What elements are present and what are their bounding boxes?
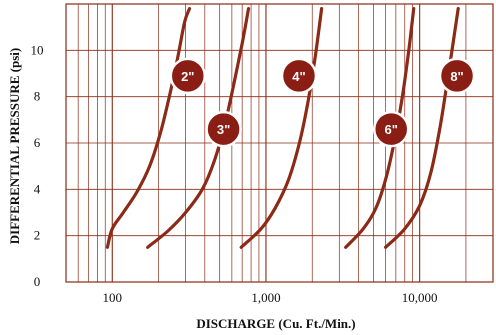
y-tick-label: 2 — [34, 228, 41, 243]
series-badge-label: 4" — [292, 69, 305, 84]
series-line — [344, 7, 416, 249]
series-badge — [205, 110, 242, 148]
x-tick-label: 100 — [103, 290, 123, 305]
series-badge-label: 6" — [385, 122, 398, 137]
y-tick-label: 10 — [31, 42, 44, 57]
series-badge-label: 2" — [181, 69, 194, 84]
series-line — [146, 7, 251, 249]
y-tick-label: 6 — [34, 135, 41, 150]
y-tick-labels: 0 2 4 6 8 10 — [31, 42, 44, 289]
series-badge — [280, 57, 318, 95]
x-axis-title: DISCHARGE (Cu. Ft./Min.) — [196, 316, 355, 331]
x-tick-label: 10,000 — [402, 290, 438, 305]
series-lines — [105, 7, 460, 249]
series-badge — [372, 110, 410, 148]
series-badges: 2" 3" 4" 6" 8" — [169, 57, 476, 148]
series-line — [384, 7, 460, 249]
y-axis-title: DIFFERENTIAL PRESSURE (psi) — [7, 48, 22, 245]
grid-lines — [66, 4, 493, 282]
x-tick-labels: 100 1,000 10,000 — [103, 290, 438, 305]
series-line — [239, 7, 324, 249]
y-tick-label: 4 — [34, 181, 41, 196]
series-badge — [438, 57, 476, 95]
series-badge-label: 3" — [217, 122, 230, 137]
plot-frame — [65, 3, 494, 283]
y-tick-label: 8 — [34, 89, 41, 104]
series-line — [105, 7, 192, 249]
y-tick-label: 0 — [34, 274, 41, 289]
series-badge — [169, 57, 207, 95]
series-badge-label: 8" — [450, 69, 463, 84]
x-tick-label: 1,000 — [251, 290, 280, 305]
